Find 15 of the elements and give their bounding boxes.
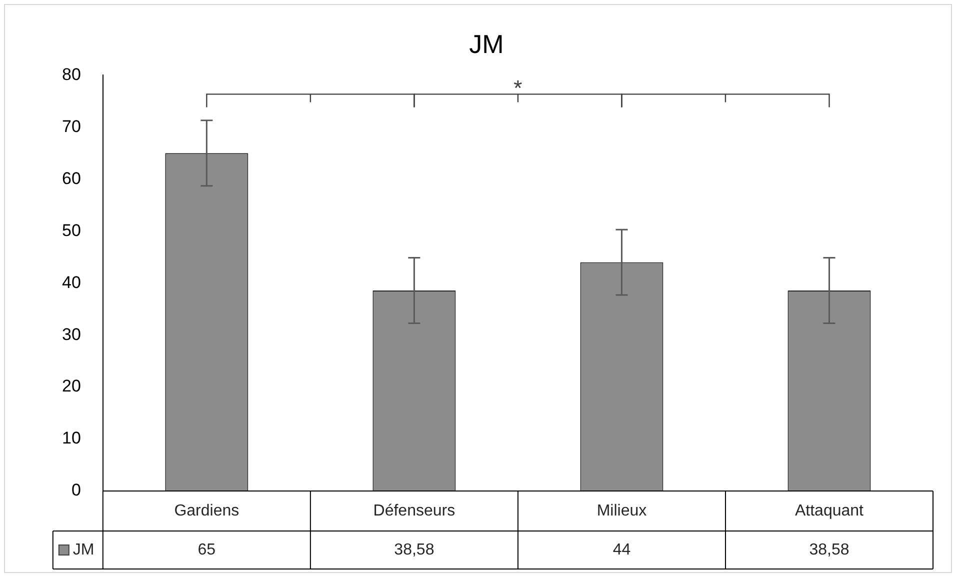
chart-title: JM [469, 28, 504, 59]
x-tick-label: Attaquant [794, 502, 864, 520]
y-tick-label: 60 [62, 168, 81, 188]
annotation: * [514, 75, 523, 100]
x-tick-label: Gardiens [174, 502, 240, 520]
y-tick-label: 40 [62, 272, 81, 292]
x-tick-label: Défenseurs [373, 502, 456, 520]
x-tick-label: Milieux [596, 502, 647, 520]
y-tick-label: 80 [62, 64, 81, 84]
y-tick-label: 70 [62, 116, 81, 136]
y-tick-label: 10 [62, 428, 81, 448]
y-tick-label: 0 [71, 480, 81, 500]
y-tick-label: 50 [62, 220, 81, 240]
y-tick-label: 30 [62, 324, 81, 344]
y-tick-label: 20 [62, 376, 81, 396]
